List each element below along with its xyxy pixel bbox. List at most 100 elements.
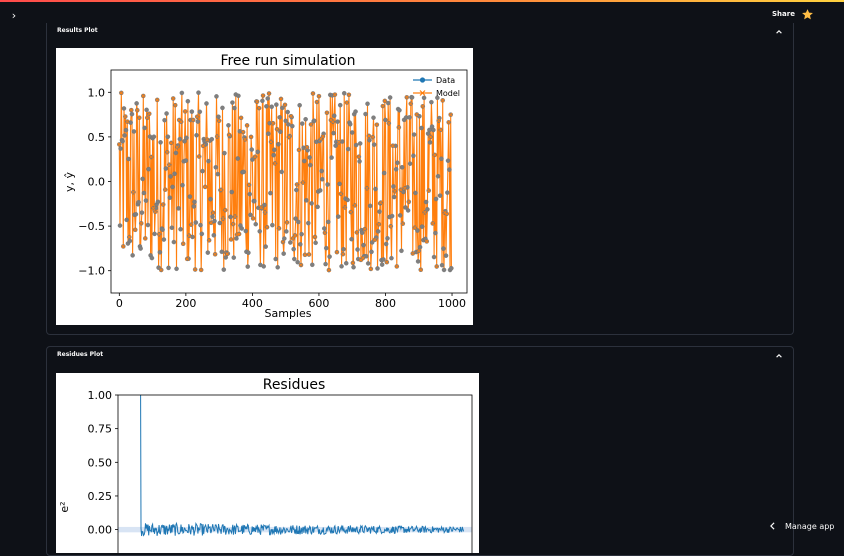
data-point	[335, 119, 340, 124]
data-point	[355, 247, 360, 252]
data-point	[375, 266, 380, 271]
series-line-model	[118, 92, 452, 271]
y-tick-label: 0.50	[88, 456, 113, 469]
data-point	[437, 193, 443, 198]
data-point	[279, 169, 284, 175]
data-point	[363, 254, 369, 259]
data-point	[209, 136, 215, 142]
data-point	[136, 199, 141, 205]
data-point	[294, 187, 299, 193]
data-point	[373, 235, 379, 240]
data-point	[249, 147, 254, 152]
data-point	[273, 256, 278, 262]
data-point	[363, 111, 368, 117]
share-button[interactable]: Share	[772, 10, 795, 18]
data-point	[200, 168, 205, 174]
data-point	[247, 191, 252, 197]
data-point	[274, 102, 279, 107]
data-point	[232, 105, 237, 111]
data-point	[385, 100, 391, 106]
data-point	[151, 134, 157, 139]
data-point	[248, 212, 253, 218]
data-point	[349, 236, 354, 242]
data-point	[429, 99, 434, 105]
data-point	[375, 229, 381, 234]
data-point	[383, 117, 388, 123]
legend-label-data: Data	[436, 76, 455, 85]
data-point	[397, 213, 403, 218]
data-point	[220, 105, 225, 111]
data-point	[196, 90, 201, 95]
chevron-left-icon	[770, 522, 775, 530]
data-point	[171, 239, 177, 245]
data-point	[140, 176, 145, 182]
data-point	[345, 146, 351, 152]
data-point	[173, 150, 179, 156]
data-point	[120, 138, 125, 144]
data-point	[347, 121, 353, 127]
data-point	[365, 101, 370, 107]
data-point	[174, 266, 179, 272]
data-point	[427, 140, 433, 145]
data-point	[117, 223, 123, 228]
app-header: › Share	[0, 2, 844, 28]
data-point	[322, 226, 327, 231]
data-point	[262, 202, 267, 208]
data-point	[260, 98, 265, 104]
chevron-up-icon[interactable]	[775, 28, 783, 36]
data-point	[335, 214, 341, 219]
chart-title: Free run simulation	[220, 53, 355, 69]
chevron-up-icon[interactable]	[775, 352, 783, 360]
data-point	[134, 101, 139, 106]
free-run-simulation-chart: Free run simulation 0 200 400 600 800 1000 −1.…	[56, 48, 473, 325]
data-point	[217, 220, 223, 226]
data-point	[290, 123, 295, 129]
data-point	[283, 118, 288, 124]
data-point	[397, 108, 402, 113]
data-point	[367, 137, 372, 143]
data-point	[138, 246, 143, 251]
data-point	[185, 99, 191, 104]
data-point	[327, 254, 332, 259]
y-tick-label: 0.75	[88, 423, 113, 436]
data-point	[139, 210, 145, 215]
data-point	[265, 96, 270, 101]
data-point	[407, 115, 412, 120]
data-point	[221, 267, 227, 272]
residues-expander-header[interactable]: Residues Plot	[47, 347, 793, 367]
sidebar-toggle-chevron-right-icon[interactable]: ›	[11, 9, 17, 22]
data-point	[277, 115, 282, 120]
data-point	[431, 127, 436, 133]
data-point	[300, 121, 305, 126]
data-point	[239, 226, 245, 231]
data-point	[235, 156, 241, 161]
data-point	[449, 266, 454, 271]
data-point	[309, 201, 314, 206]
data-point	[163, 166, 169, 171]
manage-app-button[interactable]: Manage app	[760, 516, 844, 536]
data-point	[345, 197, 350, 203]
plot-frame	[117, 394, 473, 553]
data-point	[124, 217, 129, 223]
star-icon[interactable]	[801, 8, 814, 21]
data-point	[271, 152, 276, 158]
data-point	[228, 214, 233, 220]
data-point	[361, 242, 366, 248]
data-point	[199, 231, 205, 237]
data-point	[417, 244, 423, 250]
series-line-residues	[140, 394, 465, 537]
data-point	[304, 198, 309, 203]
data-point	[389, 255, 394, 261]
data-point	[385, 236, 390, 241]
data-point	[213, 165, 219, 170]
data-point	[395, 160, 400, 165]
results-expander-header[interactable]: Results Plot	[47, 23, 793, 43]
data-point	[312, 118, 317, 124]
data-point	[387, 95, 393, 100]
data-point	[193, 220, 199, 225]
data-point	[411, 153, 416, 159]
data-point	[320, 176, 325, 182]
data-point	[118, 146, 123, 151]
data-point	[339, 139, 345, 144]
data-point	[246, 250, 251, 255]
